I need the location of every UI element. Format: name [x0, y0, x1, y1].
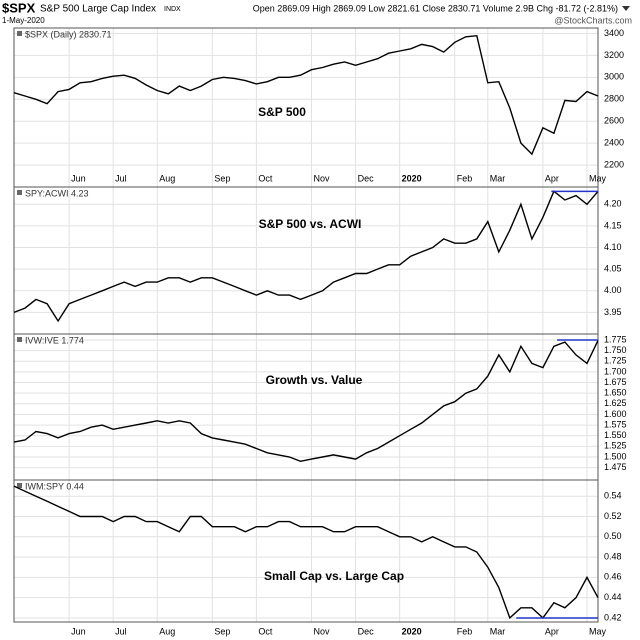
- x-tick-label: Sep: [214, 173, 230, 183]
- y-tick-label: 3000: [604, 72, 624, 82]
- panel-label: $SPX (Daily) 2830.71: [25, 29, 112, 39]
- y-tick-label: 1.675: [604, 377, 627, 387]
- x-tick-label: Jul: [115, 173, 127, 183]
- label-marker: [17, 31, 22, 36]
- x-tick-label: Aug: [159, 173, 175, 183]
- y-tick-label: 4.15: [604, 220, 622, 230]
- label-marker: [17, 337, 22, 342]
- y-tick-label: 4.00: [604, 285, 622, 295]
- panel-label: IVW:IVE 1.774: [25, 335, 84, 345]
- x-tick-label: Mar: [490, 173, 506, 183]
- exchange: INDX: [164, 6, 181, 13]
- y-tick-label: 0.46: [604, 572, 622, 582]
- y-tick-label: 0.48: [604, 551, 622, 561]
- panel-border: [13, 479, 599, 623]
- panel-label: IWM:SPY 0.44: [25, 481, 84, 491]
- y-tick-label: 2400: [604, 138, 624, 148]
- x-tick-label: May: [589, 173, 607, 183]
- y-tick-label: 1.625: [604, 398, 627, 408]
- index-name: S&P 500 Large Cap Index: [40, 4, 156, 15]
- x-tick-label: Mar: [490, 626, 506, 636]
- y-tick-label: 4.05: [604, 264, 622, 274]
- y-tick-label: 1.650: [604, 388, 627, 398]
- x-tick-label: May: [589, 626, 607, 636]
- label-marker: [17, 483, 22, 488]
- panel-border: [13, 27, 599, 188]
- y-tick-label: 3400: [604, 28, 624, 38]
- y-tick-label: 1.700: [604, 366, 627, 376]
- y-tick-label: 3.95: [604, 307, 622, 317]
- x-tick-label: Apr: [545, 173, 559, 183]
- y-tick-label: 0.44: [604, 592, 622, 602]
- y-tick-label: 0.42: [604, 612, 622, 622]
- x-tick-label: Sep: [214, 626, 230, 636]
- x-tick-label: Feb: [457, 173, 473, 183]
- y-tick-label: 1.475: [604, 462, 627, 472]
- label-marker: [17, 190, 22, 195]
- y-tick-label: 0.54: [604, 491, 622, 501]
- panel-border: [13, 333, 599, 481]
- credit: @StockCharts.com: [554, 15, 632, 25]
- panel-title: Growth vs. Value: [266, 373, 363, 387]
- price-line: [13, 190, 599, 323]
- price-line: [13, 485, 599, 620]
- x-tick-label: Nov: [314, 173, 331, 183]
- y-tick-label: 2600: [604, 116, 624, 126]
- date: 1-May-2020: [2, 16, 45, 25]
- y-tick-label: 2800: [604, 94, 624, 104]
- y-tick-label: 2200: [604, 159, 624, 169]
- panel-title: Small Cap vs. Large Cap: [264, 569, 404, 583]
- x-tick-label: Nov: [314, 626, 331, 636]
- y-tick-label: 0.50: [604, 531, 622, 541]
- panel-label: SPY:ACWI 4.23: [25, 188, 89, 198]
- y-tick-label: 1.575: [604, 419, 627, 429]
- x-tick-label: Jun: [71, 626, 86, 636]
- y-tick-label: 1.525: [604, 441, 627, 451]
- x-tick-label: 2020: [402, 173, 422, 183]
- y-tick-label: 1.550: [604, 430, 627, 440]
- x-tick-label: Aug: [159, 626, 175, 636]
- panel-title: S&P 500 vs. ACWI: [259, 217, 362, 231]
- price-line: [13, 34, 599, 156]
- dropdown-arrow[interactable]: [622, 6, 630, 11]
- y-tick-label: 4.20: [604, 199, 622, 209]
- x-tick-label: Jun: [71, 173, 86, 183]
- x-tick-label: Apr: [545, 626, 559, 636]
- y-tick-label: 1.750: [604, 345, 627, 355]
- quote: Open 2869.09 High 2869.09 Low 2821.61 Cl…: [253, 3, 618, 13]
- x-tick-label: Dec: [358, 173, 375, 183]
- x-tick-label: Dec: [358, 626, 375, 636]
- symbol: $SPX: [2, 0, 36, 15]
- x-tick-label: Feb: [457, 626, 473, 636]
- x-tick-label: Oct: [258, 173, 273, 183]
- x-tick-label: Jul: [115, 626, 127, 636]
- price-line: [13, 340, 599, 463]
- y-tick-label: 3200: [604, 50, 624, 60]
- y-tick-label: 0.52: [604, 511, 622, 521]
- panel-title: S&P 500: [258, 105, 306, 119]
- y-tick-label: 1.775: [604, 334, 627, 344]
- y-tick-label: 4.10: [604, 242, 622, 252]
- x-tick-label: 2020: [402, 626, 422, 636]
- y-tick-label: 1.725: [604, 356, 627, 366]
- x-tick-label: Oct: [258, 626, 273, 636]
- y-tick-label: 1.600: [604, 409, 627, 419]
- y-tick-label: 1.500: [604, 451, 627, 461]
